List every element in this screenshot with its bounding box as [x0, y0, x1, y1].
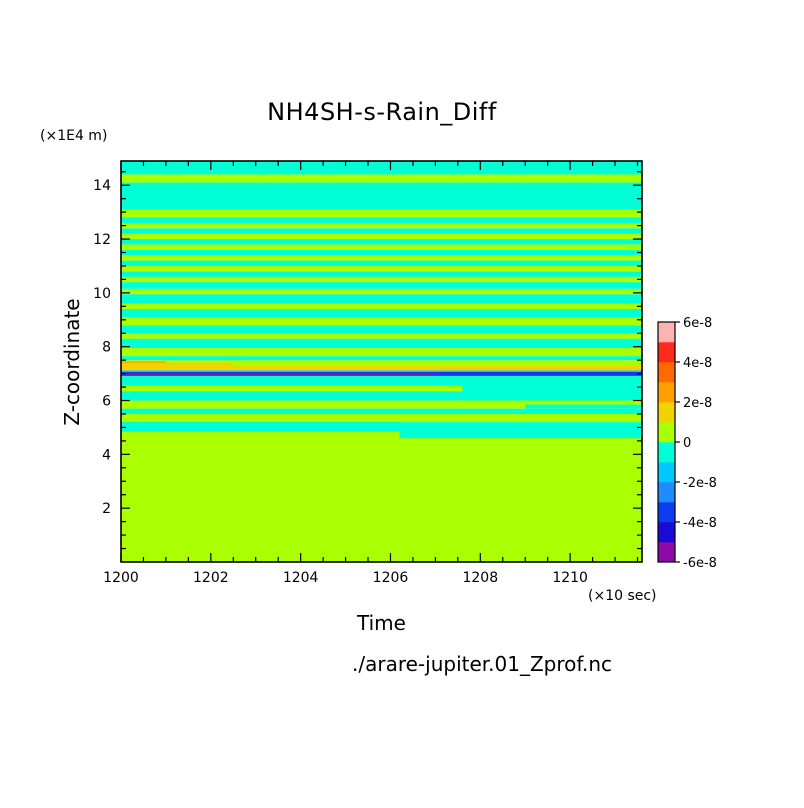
- x-axis-unit: (×10 sec): [588, 588, 657, 604]
- y-tick-label: 10: [93, 286, 111, 302]
- heatmap-band: [121, 408, 642, 414]
- colorbar-tick-label: 2e-8: [683, 396, 712, 411]
- heatmap-band: [121, 309, 642, 318]
- x-tick-label: 1210: [552, 570, 588, 586]
- x-tick-label: 1208: [462, 570, 498, 586]
- colorbar-segment: [658, 362, 675, 383]
- colorbar-segment: [658, 462, 675, 483]
- colorbar-tick-label: -4e-8: [683, 516, 717, 531]
- heatmap-band: [121, 431, 642, 562]
- heatmap-band: [121, 385, 642, 392]
- heatmap-band: [121, 413, 642, 423]
- heatmap-band: [121, 244, 642, 250]
- colorbar-segment: [658, 402, 675, 423]
- heatmap-band: [121, 209, 642, 218]
- heatmap-cell: [121, 362, 234, 366]
- heatmap-band: [121, 222, 642, 229]
- colorbar-segment: [658, 442, 675, 463]
- heatmap-band: [121, 260, 642, 266]
- colorbar-segment: [658, 502, 675, 523]
- colorbar-tick-label: 4e-8: [683, 356, 712, 371]
- y-tick-label: 4: [102, 447, 111, 463]
- colorbar-segment: [658, 482, 675, 503]
- heatmap-band: [121, 174, 642, 183]
- heatmap-band: [121, 333, 642, 339]
- heatmap-band: [121, 233, 642, 240]
- heatmap-band: [121, 217, 642, 223]
- heatmap-cell: [121, 422, 400, 432]
- heatmap-band: [121, 282, 642, 289]
- heatmap-band: [121, 400, 642, 409]
- y-tick-label: 6: [102, 394, 111, 410]
- heatmap-cell: [121, 361, 166, 363]
- source-filename: ./arare-jupiter.01_Zprof.nc: [352, 652, 612, 676]
- heatmap-band: [121, 294, 642, 304]
- heatmap-cell: [462, 385, 642, 392]
- heatmap-band: [121, 228, 642, 234]
- colorbar-segment: [658, 382, 675, 403]
- colorbar-segment: [658, 542, 675, 563]
- y-tick-label: 12: [93, 232, 111, 248]
- plot-frame: [120, 160, 643, 563]
- heatmap-band: [121, 360, 642, 366]
- colorbar-segment: [658, 322, 675, 343]
- heatmap-band: [121, 338, 642, 349]
- heatmap-band: [121, 276, 642, 283]
- y-tick-label: 14: [93, 178, 111, 194]
- x-tick-label: 1204: [283, 570, 319, 586]
- axes: 1200 1202 1204 1206 1208 1210 2 4 6 8 10 12 14: [93, 161, 642, 586]
- heatmap-cells: [121, 161, 642, 562]
- heatmap-cell: [399, 431, 642, 439]
- colorbar-tick-label: 0: [683, 436, 691, 451]
- heatmap-band: [121, 303, 642, 310]
- x-axis-label: Time: [357, 611, 406, 635]
- heatmap-cell: [121, 374, 436, 376]
- colorbar-segment: [658, 422, 675, 443]
- heatmap-band: [121, 371, 642, 375]
- y-axis-unit: (×1E4 m): [40, 128, 108, 144]
- x-tick-label: 1206: [373, 570, 409, 586]
- heatmap-band: [121, 370, 642, 372]
- colorbar-tick-label: -2e-8: [683, 476, 717, 491]
- colorbar-segment: [658, 342, 675, 363]
- y-tick-label: 2: [102, 501, 111, 517]
- heatmap-cell: [525, 404, 642, 409]
- heatmap-band: [121, 375, 642, 386]
- chart-title: NH4SH-s-Rain_Diff: [267, 98, 497, 126]
- y-tick-label: 8: [102, 340, 111, 356]
- heatmap-band: [121, 325, 642, 334]
- heatmap-band: [121, 239, 642, 245]
- x-tick-label: 1202: [193, 570, 229, 586]
- x-tick-label: 1200: [103, 570, 139, 586]
- heatmap-band: [121, 182, 642, 210]
- colorbar-segment: [658, 522, 675, 543]
- heatmap-band: [121, 271, 642, 277]
- heatmap-band: [121, 255, 642, 261]
- y-axis-label: Z-coordinate: [60, 298, 84, 426]
- heatmap-band: [121, 348, 642, 357]
- heatmap-band: [121, 288, 642, 295]
- heatmap-band: [121, 161, 642, 175]
- colorbar: 6e-8 4e-8 2e-8 0 -2e-8 -4e-8 -6e-8: [657, 316, 717, 571]
- heatmap-band: [121, 265, 642, 272]
- heatmap-band: [121, 317, 642, 326]
- colorbar-tick-label: -6e-8: [683, 556, 717, 571]
- heatmap-band: [121, 249, 642, 256]
- heatmap-band: [121, 365, 642, 371]
- colorbar-tick-label: 6e-8: [683, 316, 712, 331]
- heatmap-band: [121, 356, 642, 361]
- heatmap-band: [121, 391, 642, 401]
